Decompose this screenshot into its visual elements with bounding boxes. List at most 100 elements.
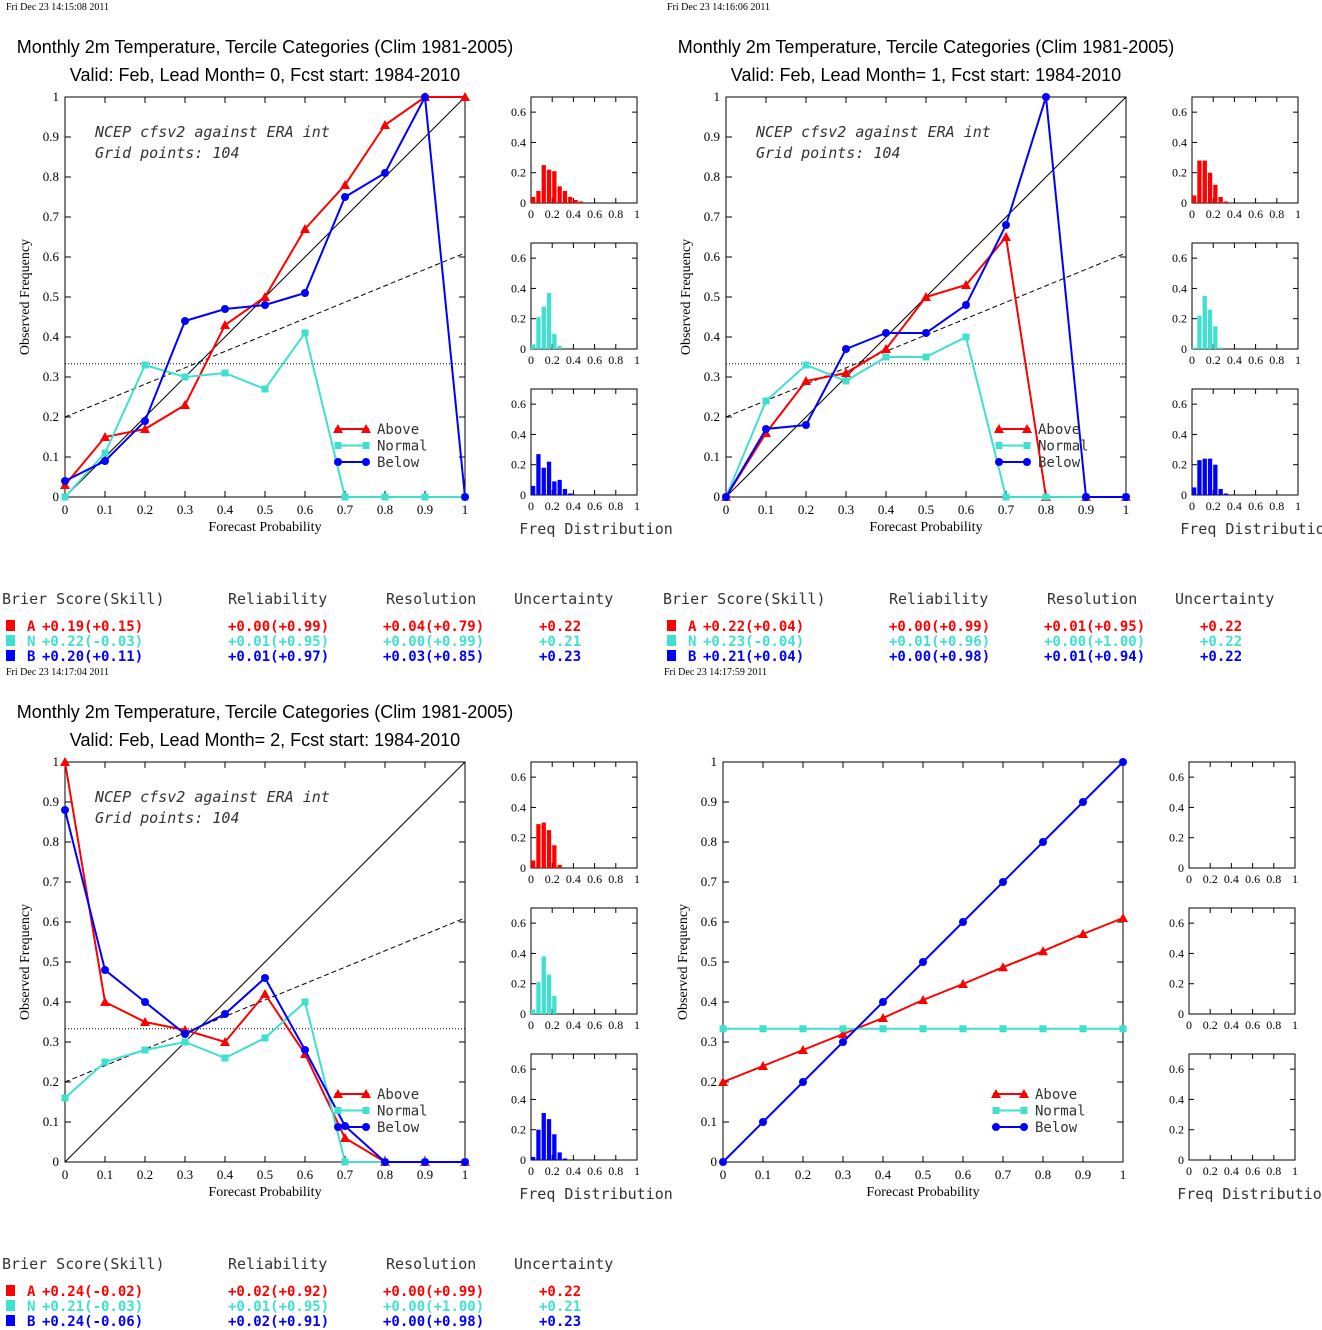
hist-x-tick-label: 0 — [528, 1018, 534, 1032]
hist-x-tick-label: 0.4 — [1224, 1018, 1239, 1032]
model-annotation: Grid points: 104 — [95, 809, 240, 827]
hist-x-tick-label: 0.2 — [1203, 1164, 1218, 1178]
data-point-below — [999, 878, 1007, 886]
data-point-below — [461, 493, 469, 501]
x-tick-label: 0.9 — [417, 1167, 433, 1182]
legend-marker-normal — [995, 442, 1003, 449]
x-axis-title: Forecast Probability — [866, 1185, 979, 1200]
hist-bar-below — [1207, 458, 1213, 495]
hist-y-tick-label: 0 — [1181, 196, 1187, 210]
data-point-above — [878, 1013, 888, 1022]
hist-x-tick-label: 0.8 — [608, 207, 623, 221]
score-resolution-above: +0.01(+0.95) — [1044, 619, 1145, 635]
hist-bar-normal — [1192, 347, 1197, 349]
y-tick-label: 0.1 — [704, 449, 720, 464]
score-swatch-normal — [667, 635, 676, 646]
hist-x-tick-label: 0.4 — [566, 1164, 581, 1178]
hist-x-tick-label: 0 — [528, 1164, 534, 1178]
data-point-above — [961, 280, 971, 289]
x-tick-label: 0.7 — [337, 502, 354, 517]
hist-y-tick-label: 0.6 — [511, 397, 526, 411]
data-point-below — [762, 425, 770, 433]
score-header: Resolution — [1047, 590, 1137, 608]
legend-marker-above — [361, 1089, 371, 1098]
score-uncertainty-above: +0.22 — [1200, 619, 1242, 635]
hist-x-tick-label: 0.2 — [1206, 207, 1221, 221]
score-swatch-above — [667, 620, 676, 631]
data-point-above — [140, 424, 150, 433]
y-tick-label: 0.7 — [43, 874, 60, 889]
hist-x-tick-label: 0 — [528, 499, 534, 513]
series-line-normal — [64, 330, 465, 498]
data-point-normal — [181, 373, 189, 381]
histogram-frame — [530, 242, 638, 350]
y-tick-label: 0.3 — [43, 369, 59, 384]
hist-x-tick-label: 0.8 — [608, 1018, 623, 1032]
y-tick-label: 0 — [714, 489, 721, 504]
data-point-normal — [959, 1025, 967, 1033]
x-tick-label: 0.8 — [377, 1167, 393, 1182]
hist-bar-below — [1218, 488, 1223, 495]
score-brier-normal: +0.22(-0.03) — [42, 634, 143, 650]
data-point-below — [181, 317, 189, 325]
score-reliability-below: +0.02(+0.91) — [228, 1314, 329, 1330]
hist-x-tick-label: 0.4 — [1227, 207, 1242, 221]
y-tick-label: 0.6 — [43, 914, 60, 929]
hist-y-tick-label: 0 — [520, 488, 526, 502]
hist-bar-below — [1197, 460, 1202, 495]
hist-x-tick-label: 1 — [634, 353, 640, 367]
legend-marker-below — [362, 1123, 370, 1131]
histogram-frame — [1188, 761, 1296, 869]
legend-marker-normal — [992, 1107, 1000, 1114]
score-brier-normal: +0.23(-0.04) — [703, 634, 804, 650]
score-reliability-below: +0.00(+0.98) — [889, 649, 990, 665]
data-point-below — [181, 1030, 189, 1038]
data-point-normal — [759, 1025, 767, 1033]
hist-bar-above — [546, 830, 552, 868]
hist-x-tick-label: 0.6 — [587, 872, 602, 886]
data-point-normal — [962, 333, 970, 341]
hist-bar-below — [552, 481, 557, 495]
data-point-normal — [101, 449, 109, 457]
hist-x-tick-label: 0 — [1189, 207, 1195, 221]
hist-bar-below — [536, 454, 541, 495]
score-uncertainty-above: +0.22 — [539, 619, 581, 635]
hist-y-tick-label: 0.2 — [1169, 977, 1184, 991]
hist-x-tick-label: 0.2 — [545, 353, 560, 367]
score-swatch-below — [667, 650, 676, 661]
score-header: Uncertainty — [514, 590, 613, 608]
data-point-above — [60, 757, 70, 766]
chart-subtitle: Valid: Feb, Lead Month= 1, Fcst start: 1… — [731, 65, 1121, 85]
hist-x-tick-label: 0.4 — [1227, 499, 1242, 513]
reliability-panel-4: Fri Dec 23 14:17:59 2011 0 0.1 0.2 0.3 0.4 0.5… — [664, 667, 1322, 1203]
hist-x-tick-label: 1 — [1292, 1164, 1298, 1178]
hist-y-tick-label: 0 — [520, 196, 526, 210]
score-swatch-normal — [6, 1300, 15, 1311]
hist-y-tick-label: 0.6 — [511, 770, 526, 784]
hist-x-tick-label: 0.4 — [566, 499, 581, 513]
freq-histogram-normal: 0 0.2 0.4 0.6 0 0.2 0.4 0.6 0.8 1 — [1172, 242, 1301, 367]
score-brier-normal: +0.21(-0.03) — [42, 1299, 143, 1315]
hist-bar-normal — [1218, 347, 1223, 349]
chart-subtitle: Valid: Feb, Lead Month= 0, Fcst start: 1… — [70, 65, 460, 85]
data-point-below — [959, 918, 967, 926]
y-axis-title: Observed Frequency — [676, 904, 691, 1020]
y-tick-label: 0 — [53, 489, 60, 504]
x-tick-label: 0.6 — [958, 502, 975, 517]
hist-bar-below — [557, 479, 562, 495]
data-point-above — [340, 180, 350, 189]
y-axis-title: Observed Frequency — [18, 239, 33, 355]
x-tick-label: 0.1 — [755, 1167, 771, 1182]
x-tick-label: 0.6 — [297, 502, 314, 517]
hist-y-tick-label: 0.4 — [1172, 135, 1187, 149]
chart-title: Monthly 2m Temperature, Tercile Categori… — [17, 702, 514, 722]
model-annotation: Grid points: 104 — [756, 144, 901, 162]
hist-x-tick-label: 0.4 — [1224, 872, 1239, 886]
score-letter-normal: N — [27, 1299, 35, 1315]
hist-x-tick-label: 0.8 — [1269, 207, 1284, 221]
hist-y-tick-label: 0.2 — [511, 166, 526, 180]
hist-x-tick-label: 0.8 — [608, 872, 623, 886]
data-point-above — [220, 1037, 230, 1046]
data-point-normal — [421, 493, 429, 501]
hist-x-tick-label: 0.8 — [1269, 353, 1284, 367]
